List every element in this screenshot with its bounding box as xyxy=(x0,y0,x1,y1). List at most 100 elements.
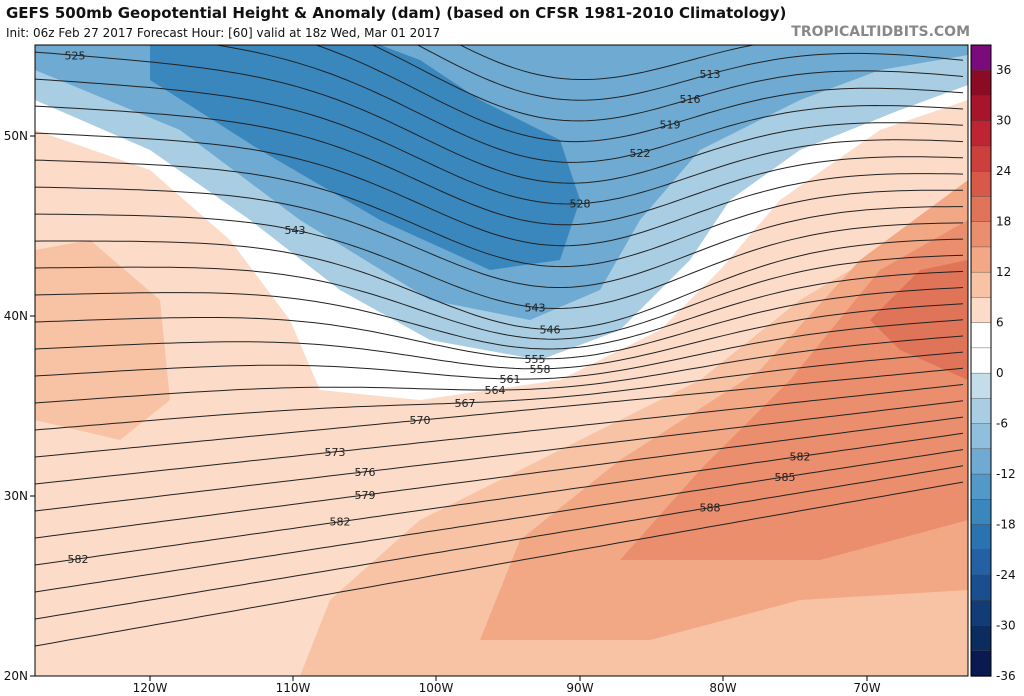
contour-555 xyxy=(35,287,964,360)
lon-label: 120W xyxy=(133,681,168,695)
lon-label: 110W xyxy=(276,681,311,695)
lat-label: 20N xyxy=(4,669,28,683)
anomaly-strong-positive-region xyxy=(620,220,968,560)
colorbar-swatch xyxy=(970,398,992,425)
contour-label: 519 xyxy=(660,119,681,132)
contour-546 xyxy=(35,238,964,330)
colorbar-tick-label: -36 xyxy=(996,669,1016,683)
lon-label: 90W xyxy=(566,681,593,695)
colorbar-swatch xyxy=(970,44,992,71)
map-subtitle: Init: 06z Feb 27 2017 Forecast Hour: [60… xyxy=(6,26,441,40)
contour-591 xyxy=(35,481,964,647)
contour-588 xyxy=(35,465,964,620)
contour-label: 582 xyxy=(330,516,351,529)
contour-510 xyxy=(459,45,756,80)
colorbar-tick-label: 24 xyxy=(996,164,1011,178)
contour-label: 582 xyxy=(68,553,89,566)
map-fill xyxy=(35,45,968,676)
lat-label: 50N xyxy=(4,129,28,143)
colorbar-swatch xyxy=(970,297,992,324)
contour-531 xyxy=(35,105,964,226)
contour-582 xyxy=(35,432,964,566)
colorbar-frame xyxy=(970,44,992,677)
contour-label: 585 xyxy=(775,471,796,484)
contour-549 xyxy=(35,254,964,340)
colorbar-swatch xyxy=(970,170,992,198)
height-contours xyxy=(35,45,964,647)
contour-label: 582 xyxy=(790,450,811,463)
contour-567 xyxy=(35,351,964,431)
contour-540 xyxy=(35,186,963,288)
contour-561 xyxy=(35,319,964,380)
anomaly-max-region xyxy=(870,260,968,380)
brand-watermark: TROPICALTIDBITS.COM xyxy=(791,24,970,40)
contour-579 xyxy=(35,416,964,539)
contour-label: 579 xyxy=(355,489,376,502)
colorbar-swatch xyxy=(970,145,992,172)
colorbar-swatch xyxy=(970,221,992,248)
contour-label: 588 xyxy=(700,502,721,515)
contour-label: 573 xyxy=(325,446,346,459)
contour-label: 564 xyxy=(485,384,506,397)
colorbar-swatch xyxy=(970,499,992,526)
colorbar-tick-label: -18 xyxy=(996,518,1016,532)
colorbar-swatch xyxy=(970,196,992,223)
colorbar-swatch xyxy=(970,625,992,652)
colorbar-swatch xyxy=(970,372,992,400)
colorbar-swatch xyxy=(970,95,992,122)
map-axes: 50N 40N 30N 20N 120W 110W 100W 90W 80W 70W xyxy=(4,129,881,695)
contour-519 xyxy=(314,45,964,143)
contour-543 xyxy=(35,213,964,310)
colorbar-swatch xyxy=(970,70,992,97)
colorbar-tick-label: 30 xyxy=(996,114,1011,128)
contour-label: 546 xyxy=(540,323,561,336)
colorbar-swatch xyxy=(970,600,992,627)
colorbar-swatch xyxy=(970,322,992,349)
colorbar-swatch xyxy=(970,423,992,450)
contour-585 xyxy=(35,449,964,593)
contour-label: 516 xyxy=(680,93,701,106)
map-title: GEFS 500mb Geopotential Height & Anomaly… xyxy=(6,4,787,22)
colorbar-swatch xyxy=(970,473,992,501)
colorbar-swatch xyxy=(970,549,992,576)
colorbar-swatch xyxy=(970,650,992,677)
colorbar-tick-label: 0 xyxy=(996,366,1004,380)
colorbar-tick-label: 12 xyxy=(996,265,1011,279)
colorbar-tick-label: 18 xyxy=(996,215,1011,229)
lon-label: 80W xyxy=(709,681,736,695)
contour-573 xyxy=(35,384,964,485)
colorbar-swatch xyxy=(970,347,992,374)
colorbar-tick-label: -6 xyxy=(996,417,1008,431)
colorbar-tick-label: -24 xyxy=(996,568,1016,582)
contour-537 xyxy=(35,159,963,268)
contour-label: 543 xyxy=(285,224,306,237)
map-frame xyxy=(34,44,969,677)
contour-label: 558 xyxy=(530,363,551,376)
contour-564 xyxy=(35,335,964,404)
lat-label: 40N xyxy=(4,309,28,323)
lon-label: 70W xyxy=(853,681,880,695)
colorbar-tick-label: 6 xyxy=(996,316,1004,330)
contour-label: 543 xyxy=(525,301,546,314)
colorbar-tick-label: 36 xyxy=(996,63,1011,77)
contour-label: 555 xyxy=(525,353,546,366)
contour-label: 528 xyxy=(570,198,591,211)
colorbar-swatch xyxy=(970,120,992,147)
contour-576 xyxy=(35,400,964,512)
contour-label: 570 xyxy=(410,414,431,427)
colorbar: 36 30 24 18 12 6 0 -6 -12 -18 -24 -30 -36 xyxy=(970,44,1016,683)
lat-label: 30N xyxy=(4,489,28,503)
contour-513 xyxy=(416,45,964,101)
contour-522 xyxy=(212,45,964,163)
lon-label: 100W xyxy=(419,681,454,695)
colorbar-swatch xyxy=(970,574,992,601)
colorbar-swatch xyxy=(970,448,992,475)
contour-525 xyxy=(35,51,964,184)
contour-552 xyxy=(35,270,964,350)
contour-570 xyxy=(35,367,964,458)
colorbar-tick-label: -12 xyxy=(996,467,1016,481)
contour-label: 576 xyxy=(355,466,376,479)
colorbar-tick-label: -30 xyxy=(996,619,1016,633)
contour-label: 567 xyxy=(455,397,476,410)
